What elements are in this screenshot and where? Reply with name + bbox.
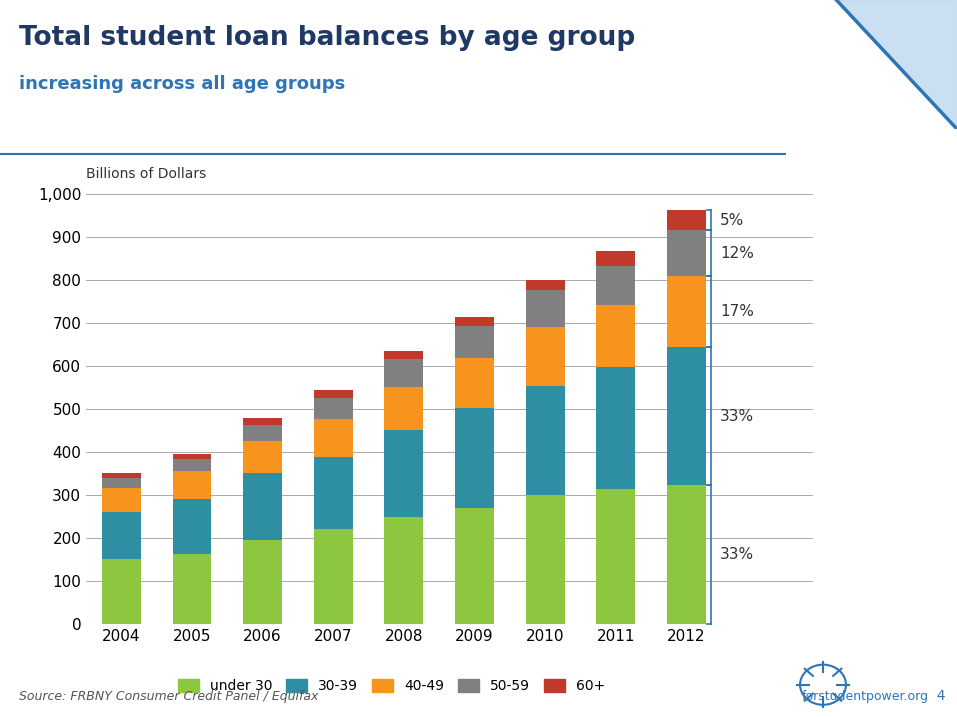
Text: increasing across all age groups: increasing across all age groups (19, 75, 345, 93)
Bar (243, 424, 282, 441)
Text: Source: FRBNY Consumer Credit Panel / Equifax: Source: FRBNY Consumer Credit Panel / Eq… (19, 690, 319, 703)
Text: 33%: 33% (720, 409, 754, 424)
Bar (243, 540, 282, 624)
Bar (102, 478, 141, 488)
Text: 4: 4 (928, 688, 946, 703)
Bar (596, 266, 635, 305)
Bar (667, 276, 705, 347)
Bar (596, 251, 635, 266)
Bar (243, 441, 282, 473)
Bar (525, 386, 565, 495)
Bar (385, 387, 423, 430)
Text: Total student loan balances by age group: Total student loan balances by age group (19, 25, 635, 51)
Bar (102, 512, 141, 559)
Bar (596, 367, 635, 489)
Bar (667, 485, 705, 624)
Bar (596, 489, 635, 624)
Bar (172, 471, 211, 499)
Bar (385, 517, 423, 624)
Bar (102, 473, 141, 478)
Bar (314, 457, 353, 529)
Bar (525, 290, 565, 327)
Bar (385, 359, 423, 387)
Bar (172, 554, 211, 624)
Bar (102, 559, 141, 624)
Bar (385, 351, 423, 359)
Bar (525, 280, 565, 290)
Bar (172, 499, 211, 554)
Bar (385, 430, 423, 517)
Bar (314, 419, 353, 457)
Polygon shape (836, 0, 957, 129)
Text: forstudentpower.org: forstudentpower.org (801, 690, 928, 703)
Bar (667, 230, 705, 276)
Bar (456, 408, 494, 508)
Bar (243, 473, 282, 540)
Bar (525, 495, 565, 624)
Bar (456, 358, 494, 408)
Bar (172, 460, 211, 471)
Bar (525, 327, 565, 386)
Text: 17%: 17% (720, 304, 754, 319)
Bar (314, 390, 353, 397)
Bar (667, 210, 705, 230)
Bar (172, 455, 211, 460)
Bar (456, 326, 494, 358)
Text: 33%: 33% (720, 547, 754, 562)
Bar (456, 508, 494, 624)
Bar (314, 397, 353, 419)
Legend: under 30, 30-39, 40-49, 50-59, 60+: under 30, 30-39, 40-49, 50-59, 60+ (172, 674, 611, 699)
Text: 12%: 12% (720, 246, 754, 261)
Bar (596, 305, 635, 367)
Bar (102, 488, 141, 512)
Bar (667, 347, 705, 485)
Bar (243, 418, 282, 424)
Bar (456, 317, 494, 326)
Text: 5%: 5% (720, 212, 745, 227)
Text: Billions of Dollars: Billions of Dollars (86, 166, 207, 181)
Bar (314, 529, 353, 624)
